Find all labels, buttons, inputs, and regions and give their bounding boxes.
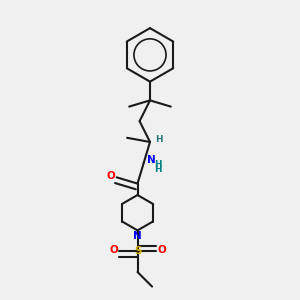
Text: N: N bbox=[147, 155, 156, 165]
Text: O: O bbox=[106, 171, 115, 181]
Text: H: H bbox=[154, 160, 162, 169]
Text: O: O bbox=[157, 245, 166, 255]
Text: O: O bbox=[109, 245, 118, 255]
Text: S: S bbox=[134, 246, 141, 256]
Text: H: H bbox=[155, 134, 163, 143]
Text: N: N bbox=[133, 231, 142, 241]
Text: H: H bbox=[154, 165, 162, 174]
